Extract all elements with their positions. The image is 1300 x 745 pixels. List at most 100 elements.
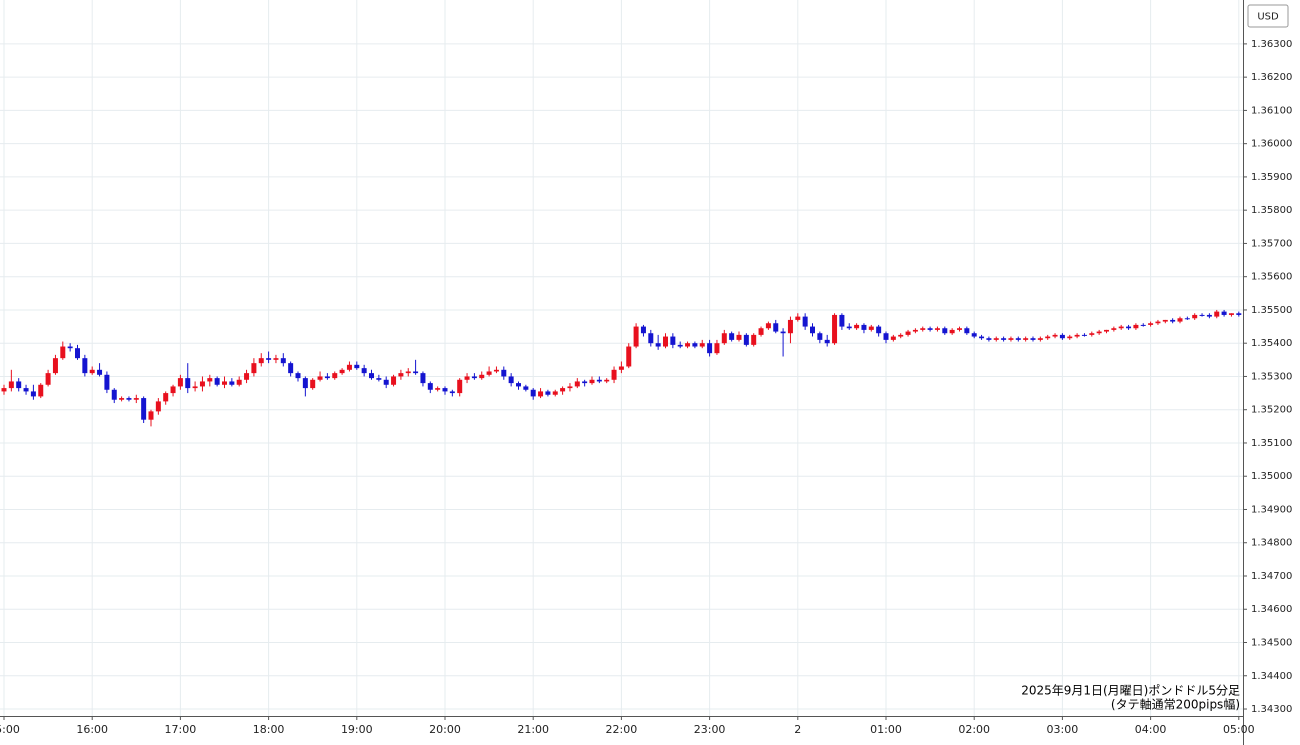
candle-body (1140, 324, 1146, 326)
candle-body (721, 333, 727, 344)
candle-body (552, 391, 558, 395)
candle-body (832, 314, 838, 344)
x-tick-label: 16:00 (76, 723, 108, 736)
candle-body (523, 386, 529, 390)
candle-body (538, 391, 544, 397)
y-tick-label: 1.34600 (1251, 604, 1292, 615)
candle-body (912, 329, 918, 332)
candle-body (780, 331, 786, 334)
candle-body (898, 334, 904, 337)
candle-body (317, 376, 323, 380)
candle-body (354, 364, 360, 369)
candle-body (663, 336, 668, 347)
y-tick-label: 1.35800 (1251, 205, 1292, 216)
candle-body (979, 336, 985, 339)
candle-body (890, 336, 896, 340)
candle-body (236, 379, 242, 385)
candle-body (376, 378, 382, 380)
candle-body (1081, 334, 1087, 336)
candle-body (104, 374, 110, 390)
y-tick-label: 1.35500 (1251, 305, 1292, 316)
candle-body (1096, 331, 1102, 334)
annotation: 2025年9月1日(月曜日)ポンドドル5分足 (1021, 684, 1240, 698)
y-tick-label: 1.34400 (1251, 671, 1292, 682)
candle-body (346, 364, 352, 370)
x-tick-label: 18:00 (253, 723, 285, 736)
candle-body (1214, 311, 1220, 317)
candle-body (119, 398, 125, 400)
candle-body (817, 333, 823, 340)
x-tick-label: 20:00 (429, 723, 461, 736)
candle-body (1067, 336, 1073, 339)
candle-body (148, 411, 154, 420)
candle-body (199, 381, 205, 387)
x-tick-label: 03:00 (1047, 723, 1079, 736)
candle-body (861, 324, 867, 330)
candle-body (530, 389, 536, 397)
candle-body (927, 328, 933, 330)
candle-body (273, 358, 279, 360)
candle-body (471, 376, 477, 379)
candle-body (435, 388, 441, 390)
candle-body (479, 374, 485, 379)
candle-body (934, 328, 940, 330)
candle-body (670, 336, 676, 345)
candle-body (699, 343, 705, 347)
candle-body (1104, 329, 1109, 332)
candle-body (1111, 328, 1117, 330)
candle-body (141, 398, 147, 420)
candle-body (920, 328, 926, 330)
y-tick-label: 1.36300 (1251, 39, 1292, 50)
candle-body (207, 378, 213, 382)
currency-box (1247, 4, 1289, 28)
candle-body (942, 328, 948, 334)
candle-body (163, 393, 169, 402)
x-tick-label: 05:00 (1223, 723, 1255, 736)
x-tick-label: 22:00 (606, 723, 638, 736)
candle-body (30, 391, 36, 397)
candle-body (685, 343, 691, 347)
candle-body (655, 343, 661, 347)
y-tick-label: 1.35100 (1251, 438, 1292, 449)
candle-body (280, 358, 286, 364)
candle-body (1228, 313, 1234, 315)
candle-body (1155, 321, 1161, 324)
candle-body (1199, 314, 1205, 316)
candle-body (1015, 338, 1021, 340)
y-tick-label: 1.34700 (1251, 571, 1292, 582)
candle-body (155, 401, 161, 412)
candle-body (302, 378, 308, 389)
candle-body (420, 373, 426, 384)
candle-body (369, 373, 374, 379)
candle-body (16, 381, 22, 389)
x-tick-label: 23:00 (694, 723, 726, 736)
candle-body (736, 334, 742, 340)
candle-body (1001, 338, 1007, 340)
candle-body (111, 389, 117, 400)
candle-body (405, 371, 411, 374)
candle-body (714, 343, 720, 354)
candle-body (846, 326, 852, 329)
candle-body (52, 358, 58, 374)
x-tick-label: 2 (794, 723, 801, 736)
candle-body (38, 384, 44, 397)
candle-body (1192, 314, 1198, 319)
y-tick-label: 1.34300 (1251, 704, 1292, 715)
candle-body (214, 378, 220, 385)
candle-body (677, 344, 683, 347)
candle-body (765, 323, 771, 329)
candle-body (1221, 311, 1227, 315)
candle-body (391, 376, 397, 385)
candle-body (449, 391, 455, 394)
candle-body (905, 331, 911, 335)
candle-body (23, 388, 29, 392)
candle-body (310, 379, 316, 389)
candle-body (758, 328, 764, 335)
candle-body (60, 346, 66, 359)
y-tick-label: 1.34900 (1251, 504, 1292, 515)
candle-body (1023, 338, 1029, 340)
y-tick-label: 1.34800 (1251, 538, 1292, 549)
candle-body (560, 388, 566, 392)
